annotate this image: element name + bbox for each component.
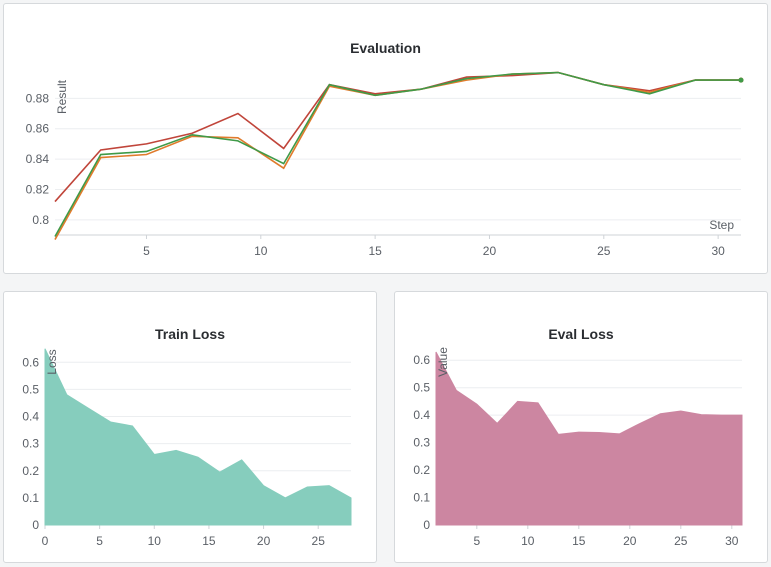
x-tick-label: 30 [711, 244, 725, 258]
train-loss-title: Train Loss [154, 326, 226, 342]
y-axis-label: Loss [45, 349, 59, 374]
series-line-2 [54, 71, 741, 237]
x-tick-label: 10 [521, 534, 535, 548]
evaluation-panel: Evaluation 0.8 0.82 0.84 0.86 0.88 5 10 15 20 25 3… [3, 3, 768, 274]
x-tick-label: 20 [257, 534, 271, 548]
x-tick-label: 15 [202, 534, 216, 548]
x-tick-label: 25 [674, 534, 688, 548]
x-tick-label: 10 [254, 244, 268, 258]
x-tick-label: 0 [42, 534, 49, 548]
y-tick-label: 0.2 [22, 464, 39, 478]
y-tick-label: 0 [32, 518, 39, 532]
y-tick-label: 0.5 [22, 382, 39, 396]
y-tick-label: 0.88 [26, 91, 50, 105]
eval-loss-title: Eval Loss [548, 326, 614, 342]
y-tick-label: 0 [423, 518, 430, 532]
x-tick-label: 15 [368, 244, 382, 258]
y-tick-label: 0.6 [413, 353, 430, 367]
y-tick-label: 0.4 [22, 410, 39, 424]
eval-loss-area-chart: 0 0.1 0.2 0.3 0.4 0.5 0.6 5 10 15 20 25 30 Value [413, 347, 743, 548]
y-tick-label: 0.8 [32, 213, 49, 227]
y-axis-label: Result [55, 79, 69, 114]
y-tick-label: 0.84 [26, 152, 50, 166]
area-fill [44, 348, 352, 526]
x-tick-label: 25 [312, 534, 326, 548]
evaluation-line-chart: 0.8 0.82 0.84 0.86 0.88 5 10 15 20 25 30 Result Step [26, 71, 744, 258]
x-tick-label: 15 [572, 534, 586, 548]
y-tick-label: 0.6 [22, 355, 39, 369]
x-tick-label: 10 [148, 534, 162, 548]
y-axis-label: Value [436, 347, 450, 377]
x-tick-label: 5 [143, 244, 150, 258]
y-tick-label: 0.1 [413, 491, 430, 505]
series-end-point-2 [738, 77, 744, 83]
x-tick-label: 25 [597, 244, 611, 258]
y-tick-label: 0.82 [26, 182, 50, 196]
x-tick-label: 5 [473, 534, 480, 548]
eval-loss-panel: Eval Loss 0 0.1 0.2 0.3 0.4 0.5 0.6 5 10 15 20 25 30… [394, 291, 768, 563]
y-tick-label: 0.3 [413, 436, 430, 450]
x-tick-label: 30 [725, 534, 739, 548]
y-tick-label: 0.2 [413, 463, 430, 477]
y-tick-label: 0.3 [22, 437, 39, 451]
evaluation-title: Evaluation [350, 40, 421, 56]
x-tick-label: 20 [483, 244, 497, 258]
y-tick-label: 0.86 [26, 122, 50, 136]
area-fill [435, 351, 743, 526]
x-tick-label: 20 [623, 534, 637, 548]
train-loss-panel: Train Loss 0 0.1 0.2 0.3 0.4 0.5 0.6 0 5 10 15 20 25… [3, 291, 377, 563]
y-tick-label: 0.4 [413, 408, 430, 422]
train-loss-area-chart: 0 0.1 0.2 0.3 0.4 0.5 0.6 0 5 10 15 20 25 Loss [22, 348, 352, 548]
x-tick-label: 5 [96, 534, 103, 548]
y-tick-label: 0.1 [22, 491, 39, 505]
x-axis-label: Step [709, 218, 734, 232]
series-line-1 [54, 71, 741, 240]
y-tick-label: 0.5 [413, 381, 430, 395]
